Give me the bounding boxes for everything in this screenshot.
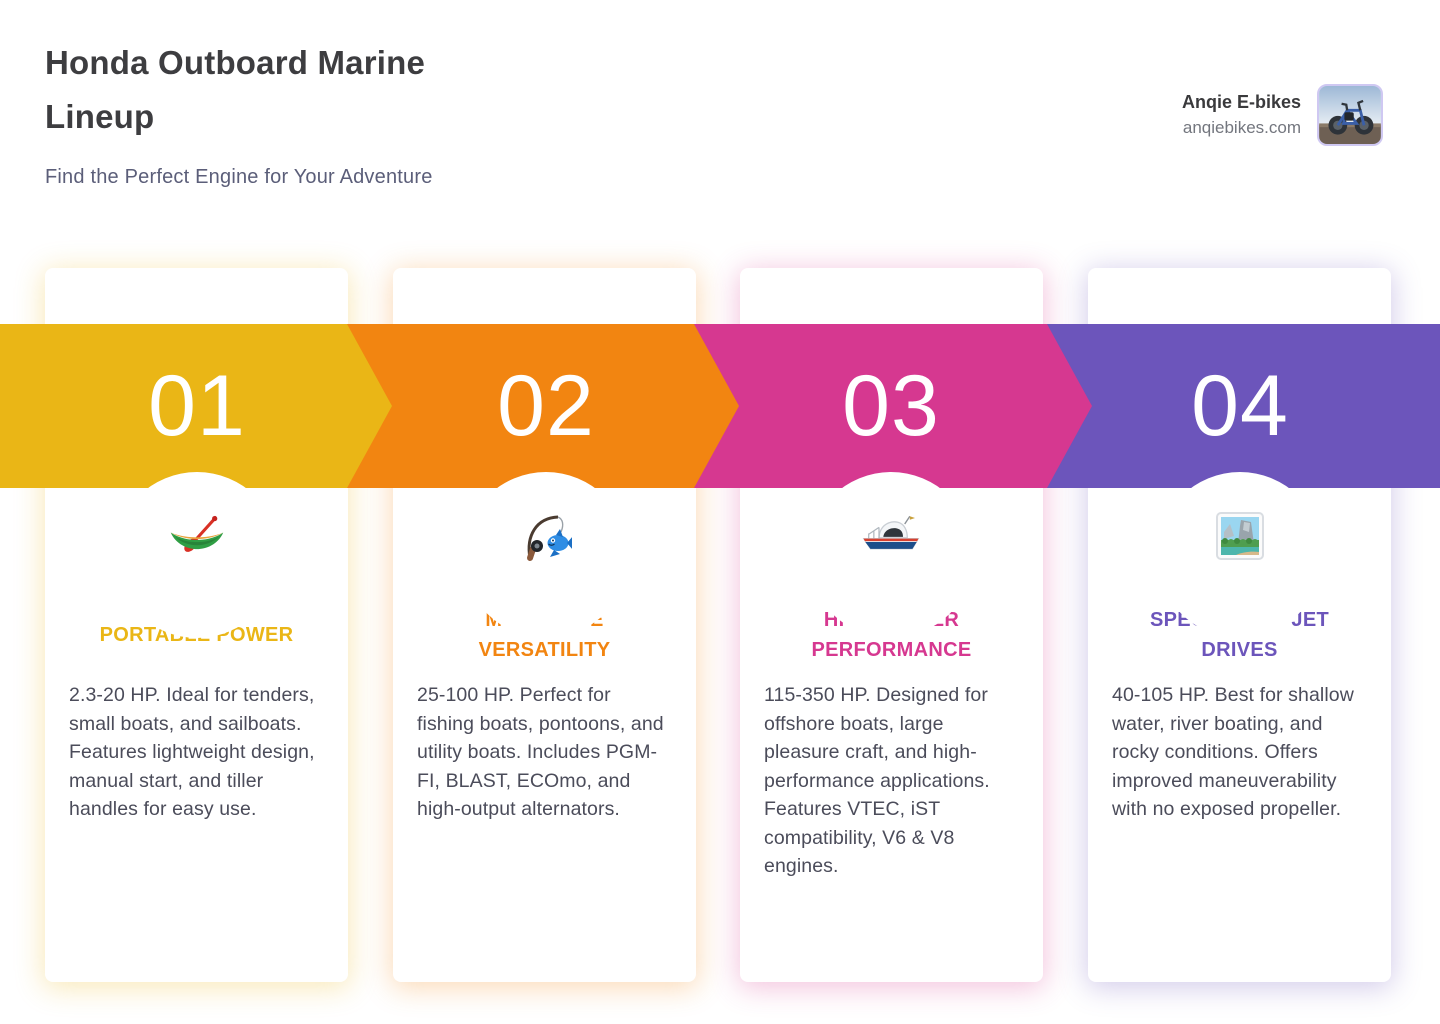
icon-circle xyxy=(1157,472,1323,638)
card-description: 115-350 HP. Designed for offshore boats,… xyxy=(764,684,990,877)
step-number: 02 xyxy=(497,357,595,454)
ebike-photo-icon xyxy=(1317,84,1383,146)
brand-name: Anqie E-bikes xyxy=(1181,92,1301,112)
canoe-icon xyxy=(169,511,225,561)
process-band: 01 02 03 04 xyxy=(0,324,1440,488)
step-number: 01 xyxy=(148,357,246,454)
card-description: 2.3-20 HP. Ideal for tenders, small boat… xyxy=(69,684,315,820)
page-subtitle: Find the Perfect Engine for Your Adventu… xyxy=(45,166,433,188)
page-title: Honda Outboard Marine Lineup xyxy=(45,44,426,135)
step-number: 03 xyxy=(842,357,940,454)
brand-text: Anqie E-bikes anqiebikes.com xyxy=(1182,92,1301,138)
header: Honda Outboard Marine Lineup Find the Pe… xyxy=(45,36,685,189)
step-number: 04 xyxy=(1191,357,1289,454)
fishing-pole-icon xyxy=(520,510,572,562)
branding: Anqie E-bikes anqiebikes.com xyxy=(1182,84,1383,146)
card-text: HIGH-POWER PERFORMANCE 115-350 HP. Desig… xyxy=(764,604,1019,881)
icon-circle xyxy=(114,472,280,638)
band-segment-2 xyxy=(347,324,739,488)
band-segment-3 xyxy=(694,324,1092,488)
band-segment-1 xyxy=(0,324,392,488)
card-description: 40-105 HP. Best for shallow water, river… xyxy=(1112,684,1354,820)
icon-circle xyxy=(463,472,629,638)
card-text: PORTABLE POWER 2.3-20 HP. Ideal for tend… xyxy=(69,604,324,824)
icon-circle xyxy=(808,472,974,638)
band-segment-4 xyxy=(1047,324,1440,488)
park-scene-icon xyxy=(1216,512,1264,560)
motor-boat-icon xyxy=(860,512,922,560)
brand-website: anqiebikes.com xyxy=(1182,118,1301,137)
card-description: 25-100 HP. Perfect for fishing boats, po… xyxy=(417,684,664,820)
